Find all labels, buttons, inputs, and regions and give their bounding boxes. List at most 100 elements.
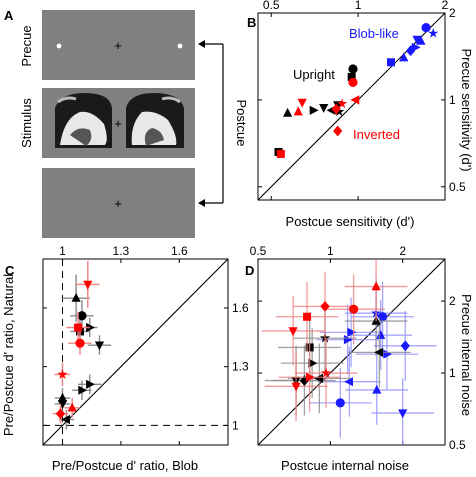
- annotation-upright: Upright: [293, 67, 335, 82]
- plot-frame: [42, 258, 229, 446]
- x-tick-label: 1.6: [171, 244, 188, 258]
- data-point-square: [347, 73, 356, 82]
- data-point-circle: [421, 23, 431, 33]
- data-point-tri-up: [57, 392, 68, 402]
- data-point-tri-up: [293, 106, 303, 116]
- precue-screen: [42, 10, 195, 80]
- y-tick-label: 1: [449, 366, 456, 380]
- postcue-bracket: [198, 40, 224, 207]
- annotation-inverted: Inverted: [353, 127, 400, 142]
- panel-c-plot: 1 1.3 1.6 1 1.3 1.6: [42, 244, 249, 446]
- data-point-square: [386, 58, 395, 67]
- data-point-tri-up: [283, 107, 293, 117]
- data-point-tri-up: [376, 330, 386, 339]
- data-point-star: [428, 28, 439, 38]
- data-point-star: [334, 106, 345, 117]
- data-point-circle: [75, 338, 85, 348]
- precue-fixation: +: [114, 38, 122, 53]
- data-point-tri-right: [86, 379, 95, 389]
- panel-c-ylabel: Pre/Postcue d' ratio, Natural: [1, 274, 16, 436]
- data-point-star: [320, 367, 332, 378]
- x-tick-label: 1: [59, 244, 66, 258]
- panel-b-plot: 0.5 1 2 0.5 1 2: [257, 0, 466, 201]
- panel-a-letter: A: [4, 8, 14, 23]
- data-point-diamond: [400, 340, 410, 352]
- data-point-tri-up: [71, 293, 81, 302]
- panel-d-letter: D: [245, 263, 254, 278]
- x-tick-label: 0.5: [263, 0, 280, 12]
- plot-frame: [257, 258, 446, 446]
- y-tick-label: 0.5: [449, 180, 466, 194]
- stimulus-label: Stimulus: [19, 98, 34, 148]
- x-tick-label: 0.5: [250, 244, 267, 258]
- data-point-tri-up: [372, 384, 382, 394]
- data-point-tri-down: [288, 327, 298, 337]
- data-point-tri-down: [94, 341, 105, 351]
- postcue-screen: [42, 168, 195, 238]
- panel-b-xlabel: Postcue sensitivity (d'): [286, 214, 415, 229]
- data-point-diamond: [320, 301, 330, 312]
- data-point-star: [57, 369, 68, 379]
- data-point-tri-down: [412, 35, 422, 45]
- data-point-tri-right: [347, 327, 357, 337]
- data-point-tri-down: [297, 98, 307, 108]
- data-point-tri-down: [291, 382, 301, 392]
- plot-points: [274, 23, 439, 158]
- panel-d-plot: 0.5 1 2 0.5 1 2: [250, 244, 466, 452]
- postcue-label: Postcue: [234, 100, 249, 147]
- data-point-diamond: [55, 408, 66, 420]
- annotation-blob-like: Blob-like: [349, 26, 399, 41]
- x-tick-label: 1: [327, 244, 334, 258]
- y-tick-label: 2: [449, 294, 456, 308]
- data-point-tri-up: [371, 281, 381, 291]
- data-point-tri-down: [83, 280, 93, 290]
- data-point-circle: [77, 311, 87, 321]
- stimulus-fixation: +: [114, 116, 122, 131]
- precue-right-dot: [177, 43, 183, 49]
- data-point-tri-left: [314, 373, 323, 383]
- panel-c-xlabel: Pre/Postcue d' ratio, Blob: [52, 458, 198, 473]
- data-point-circle: [348, 77, 358, 87]
- data-point-tri-right: [383, 349, 393, 359]
- data-point-tri-up: [67, 402, 77, 412]
- plots-layer: 0.5 1 2 0.5 1 2 1 1.3 1.6 1 1.3 1.6 0.5 1 2 0.5 1 2: [42, 0, 466, 452]
- panel-b-ylabel: Precue sensitivity (d'): [459, 48, 474, 171]
- plot-frame: [257, 12, 446, 201]
- x-tick-label: 1: [355, 0, 362, 12]
- data-point-tri-down: [398, 409, 408, 419]
- data-point-star: [336, 98, 348, 109]
- panel-d-xlabel: Postcue internal noise: [281, 458, 409, 473]
- data-point-tri-right: [309, 105, 319, 115]
- data-point-tri-right: [305, 372, 315, 382]
- panel-c-letter: C: [5, 263, 15, 278]
- series-inverted: [52, 260, 100, 424]
- data-point-diamond: [331, 103, 341, 115]
- y-tick-label: 1.6: [232, 301, 249, 315]
- panel-b-letter: B: [247, 15, 256, 30]
- data-point-tri-down: [319, 104, 329, 113]
- stimulus-image-left: [55, 93, 112, 148]
- data-point-tri-up: [416, 35, 426, 45]
- plot-points: [261, 259, 437, 445]
- series-blob-like: [386, 23, 439, 67]
- y-tick-label: 2: [449, 6, 456, 20]
- data-point-tri-left: [374, 347, 384, 357]
- y-tick-label: 1: [232, 418, 239, 432]
- y-tick-label: 1.3: [232, 360, 249, 374]
- data-point-tri-left: [344, 377, 353, 387]
- data-point-tri-up: [399, 52, 409, 62]
- series-upright: [264, 286, 411, 416]
- x-tick-label: 1.3: [113, 244, 130, 258]
- y-tick-label: 0.5: [449, 438, 466, 452]
- y-tick-label: 1: [449, 93, 456, 107]
- identity-line: [42, 258, 229, 446]
- series-inverted: [276, 77, 360, 158]
- data-point-square: [303, 312, 312, 321]
- data-point-tri-left: [61, 414, 70, 425]
- data-point-tri-left: [350, 95, 360, 105]
- postcue-fixation: +: [114, 196, 122, 211]
- panel-a: A + Precue + Stimulus + Pos: [4, 8, 249, 238]
- precue-left-dot: [56, 43, 62, 49]
- data-point-tri-right: [308, 358, 318, 368]
- data-point-circle: [335, 398, 345, 408]
